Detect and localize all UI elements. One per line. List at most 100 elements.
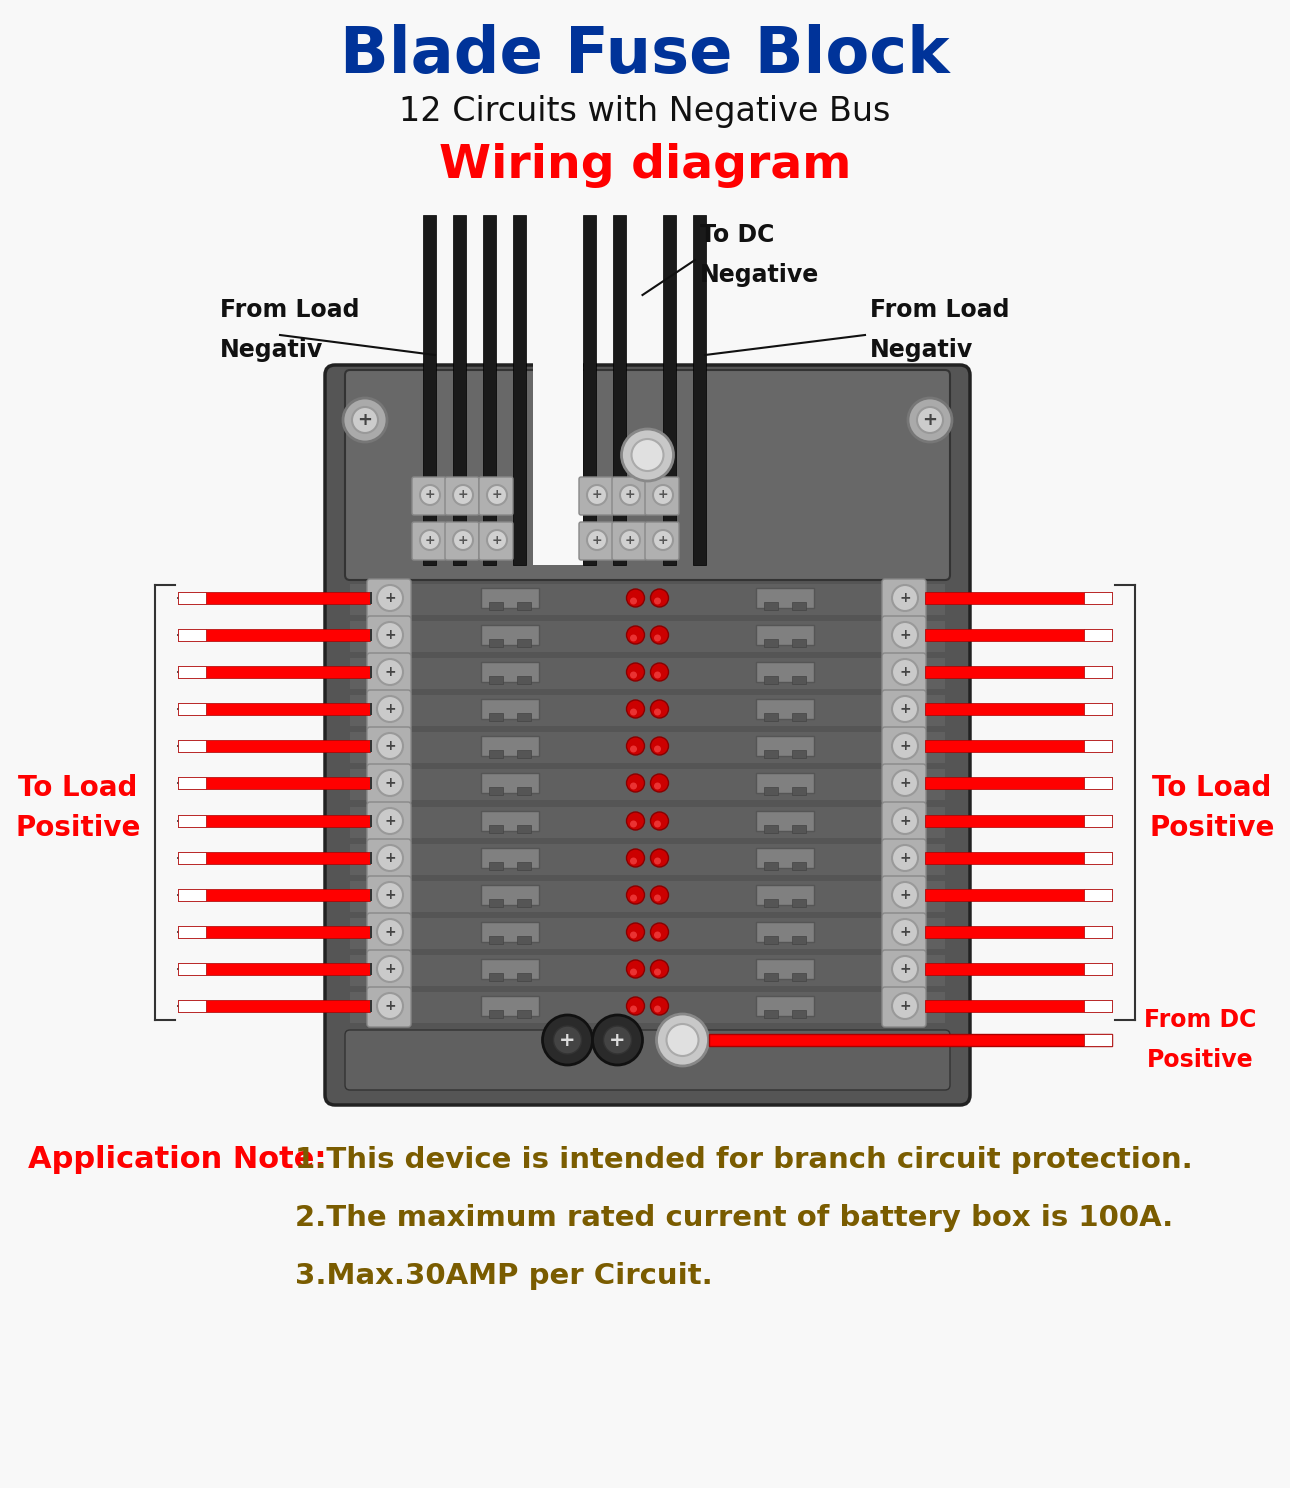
Text: +: + bbox=[899, 591, 911, 606]
Text: From DC: From DC bbox=[1144, 1007, 1256, 1033]
Bar bbox=[178, 1000, 206, 1012]
Circle shape bbox=[453, 530, 473, 551]
Bar bbox=[517, 973, 531, 981]
Bar bbox=[370, 1000, 372, 1012]
Circle shape bbox=[632, 439, 663, 472]
Text: 12 Circuits with Negative Bus: 12 Circuits with Negative Bus bbox=[400, 95, 890, 128]
Bar bbox=[764, 713, 778, 722]
Text: +: + bbox=[384, 926, 396, 939]
Text: +: + bbox=[357, 411, 373, 429]
Bar bbox=[792, 713, 806, 722]
FancyBboxPatch shape bbox=[412, 522, 446, 559]
Text: +: + bbox=[899, 628, 911, 641]
Bar bbox=[517, 638, 531, 647]
Circle shape bbox=[627, 850, 645, 868]
Text: +: + bbox=[624, 534, 635, 546]
Bar bbox=[482, 214, 495, 565]
Bar bbox=[925, 888, 1112, 902]
FancyBboxPatch shape bbox=[882, 987, 926, 1027]
Circle shape bbox=[553, 1027, 582, 1054]
Bar bbox=[925, 963, 1112, 975]
Text: +: + bbox=[899, 814, 911, 827]
Bar bbox=[792, 936, 806, 943]
Bar bbox=[708, 1034, 1112, 1046]
Circle shape bbox=[630, 820, 637, 827]
FancyBboxPatch shape bbox=[611, 522, 646, 559]
FancyBboxPatch shape bbox=[579, 478, 613, 515]
Circle shape bbox=[627, 737, 645, 754]
Circle shape bbox=[630, 931, 637, 939]
Bar bbox=[1084, 815, 1112, 827]
Circle shape bbox=[654, 671, 660, 679]
Circle shape bbox=[421, 530, 440, 551]
Bar bbox=[756, 811, 814, 830]
Circle shape bbox=[654, 783, 660, 790]
Bar bbox=[178, 629, 370, 641]
Bar bbox=[489, 603, 503, 610]
Text: +: + bbox=[424, 534, 435, 546]
Circle shape bbox=[488, 485, 507, 504]
Bar bbox=[350, 881, 946, 912]
Bar bbox=[370, 926, 372, 937]
Bar bbox=[756, 923, 814, 942]
Circle shape bbox=[377, 659, 402, 684]
FancyBboxPatch shape bbox=[366, 949, 412, 990]
Bar bbox=[925, 667, 1112, 679]
Circle shape bbox=[891, 769, 918, 796]
Bar bbox=[178, 853, 370, 865]
Circle shape bbox=[627, 699, 645, 719]
Bar bbox=[1084, 1000, 1112, 1012]
Circle shape bbox=[627, 589, 645, 607]
FancyBboxPatch shape bbox=[366, 728, 412, 766]
Bar bbox=[513, 214, 526, 565]
Text: +: + bbox=[384, 998, 396, 1013]
Bar bbox=[1084, 702, 1112, 716]
Bar bbox=[925, 815, 1112, 827]
Circle shape bbox=[650, 960, 668, 978]
FancyBboxPatch shape bbox=[882, 949, 926, 990]
FancyBboxPatch shape bbox=[882, 616, 926, 656]
Bar bbox=[489, 973, 503, 981]
Text: Negative: Negative bbox=[700, 263, 819, 287]
FancyBboxPatch shape bbox=[366, 802, 412, 842]
Text: Positive: Positive bbox=[1147, 1048, 1254, 1071]
Circle shape bbox=[891, 585, 918, 612]
Circle shape bbox=[604, 1027, 632, 1054]
Bar bbox=[489, 676, 503, 684]
FancyBboxPatch shape bbox=[479, 478, 513, 515]
Text: To DC: To DC bbox=[700, 223, 774, 247]
Bar bbox=[764, 1010, 778, 1018]
Circle shape bbox=[654, 969, 660, 976]
Text: +: + bbox=[899, 926, 911, 939]
Circle shape bbox=[654, 931, 660, 939]
FancyBboxPatch shape bbox=[882, 728, 926, 766]
Text: +: + bbox=[899, 740, 911, 753]
Text: +: + bbox=[658, 534, 668, 546]
Text: To Load: To Load bbox=[18, 774, 138, 802]
Bar bbox=[756, 699, 814, 719]
Circle shape bbox=[650, 774, 668, 792]
Bar bbox=[370, 777, 372, 789]
Circle shape bbox=[627, 960, 645, 978]
Bar bbox=[1084, 740, 1112, 751]
Bar bbox=[764, 973, 778, 981]
Circle shape bbox=[630, 708, 637, 716]
Bar bbox=[178, 815, 206, 827]
Circle shape bbox=[627, 626, 645, 644]
Bar bbox=[925, 592, 1112, 604]
Text: Wiring diagram: Wiring diagram bbox=[439, 143, 851, 187]
FancyBboxPatch shape bbox=[366, 876, 412, 917]
Circle shape bbox=[650, 850, 668, 868]
Text: +: + bbox=[592, 534, 602, 546]
Circle shape bbox=[543, 1015, 592, 1065]
Text: +: + bbox=[458, 488, 468, 501]
Bar bbox=[756, 885, 814, 905]
Circle shape bbox=[891, 659, 918, 684]
Circle shape bbox=[891, 734, 918, 759]
Circle shape bbox=[377, 992, 402, 1019]
Bar bbox=[489, 862, 503, 870]
Bar bbox=[178, 740, 370, 751]
Text: From Load: From Load bbox=[869, 298, 1010, 321]
Circle shape bbox=[620, 485, 640, 504]
Circle shape bbox=[630, 598, 637, 604]
